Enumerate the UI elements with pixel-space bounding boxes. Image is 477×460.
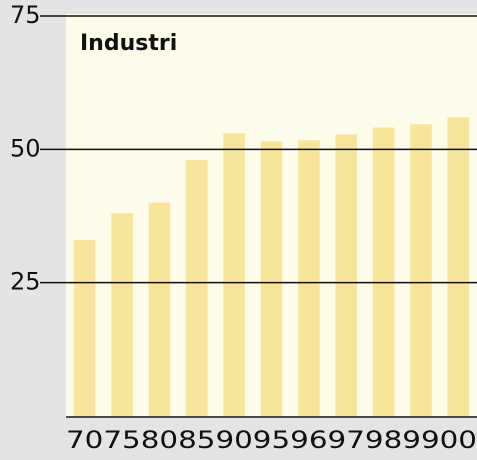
- x-tick-label: 98: [365, 426, 402, 454]
- bar: [447, 117, 470, 416]
- bar: [410, 124, 432, 417]
- x-tick-label: 90: [215, 426, 252, 454]
- bar: [73, 240, 96, 416]
- bar: [223, 133, 245, 417]
- chart-title: Industri: [80, 31, 177, 56]
- bar: [148, 202, 171, 416]
- x-tick-label: 00: [440, 426, 477, 454]
- x-tick-label: 80: [141, 426, 178, 454]
- x-tick-label: 99: [402, 426, 439, 454]
- bar: [111, 213, 133, 416]
- x-tick-label: 75: [103, 426, 140, 454]
- bar: [185, 160, 208, 416]
- y-tick-label: 25: [10, 268, 41, 296]
- bar: [298, 140, 320, 416]
- bar: [260, 141, 283, 417]
- x-tick-label: 85: [178, 426, 215, 454]
- y-tick-label: 75: [10, 1, 41, 29]
- bar: [372, 127, 395, 416]
- x-tick-label: 95: [253, 426, 290, 454]
- x-tick-label: 97: [328, 426, 365, 454]
- bar: [335, 134, 358, 416]
- x-tick-label: 70: [66, 426, 103, 454]
- y-tick-label: 50: [10, 134, 41, 162]
- x-tick-label: 96: [290, 426, 327, 454]
